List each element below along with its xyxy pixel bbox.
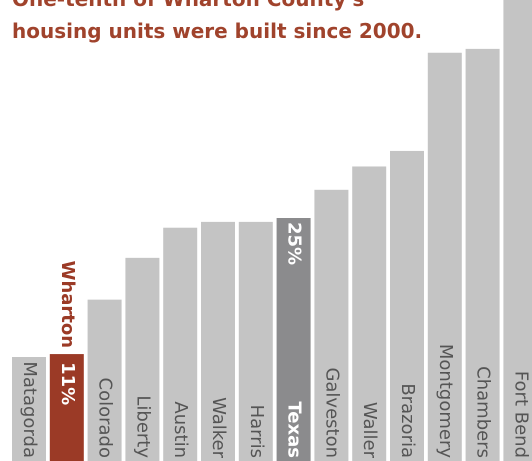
bar — [12, 356, 46, 461]
category-label: Wharton — [57, 261, 78, 348]
category-label: Chambers — [473, 366, 494, 458]
category-label: Colorado — [95, 378, 116, 458]
category-label: Matagorda — [19, 361, 40, 458]
category-label: Austin — [170, 401, 191, 458]
category-label: Walker — [208, 397, 229, 459]
bar — [201, 221, 235, 461]
category-label: Texas — [284, 401, 305, 458]
value-label: 25% — [284, 222, 305, 265]
bar — [314, 189, 349, 461]
chart-title: housing units were built since 2000. — [12, 19, 422, 43]
category-label: Waller — [359, 402, 380, 459]
bar — [352, 166, 387, 461]
bar — [276, 218, 311, 461]
bar — [427, 52, 462, 461]
category-label: Brazoria — [397, 383, 418, 458]
category-label: Galveston — [321, 367, 342, 458]
category-label: Harris — [246, 405, 267, 458]
category-label: Montgomery — [435, 344, 456, 458]
bar — [87, 299, 122, 461]
value-label: 11% — [57, 362, 78, 405]
bar — [238, 221, 273, 461]
bar — [503, 0, 532, 461]
bar — [163, 227, 198, 461]
bar — [125, 257, 160, 461]
bar — [390, 150, 424, 461]
chart-title: One-tenth of Wharton County's — [12, 0, 364, 11]
bar — [49, 354, 84, 461]
category-label: Fort Bend — [510, 371, 531, 458]
category-label: Liberty — [132, 395, 153, 458]
bar — [465, 48, 500, 461]
